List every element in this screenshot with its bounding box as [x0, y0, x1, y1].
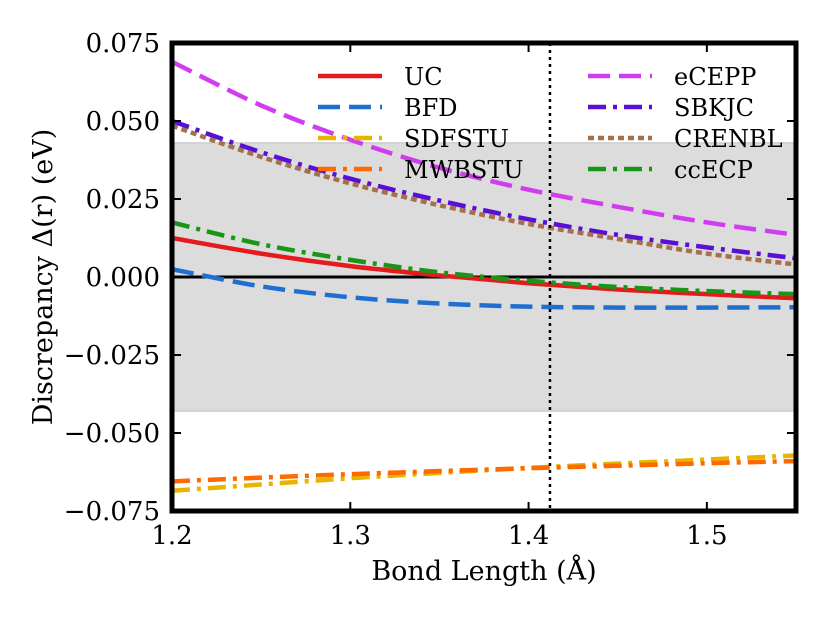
x-tick-label: 1.5	[686, 521, 727, 551]
legend-item: MWBSTU	[318, 156, 524, 184]
x-tick-label: 1.4	[508, 521, 549, 551]
y-tick-label: −0.025	[64, 341, 160, 371]
legend-label: eCEPP	[674, 63, 756, 91]
legend-label: BFD	[404, 94, 458, 122]
legend-item: ccECP	[588, 156, 753, 184]
legend-item: UC	[318, 63, 443, 91]
legend-item: BFD	[318, 94, 458, 122]
y-tick-label: 0.050	[86, 107, 160, 137]
series-line-ecepp	[172, 59, 796, 238]
series-line-uc	[172, 235, 796, 301]
y-tick-label: 0.000	[86, 263, 160, 293]
legend-label: SBKJC	[674, 94, 754, 122]
legend-item: eCEPP	[588, 63, 756, 91]
series-line-mwbstu	[172, 458, 796, 484]
legend-item: SBKJC	[588, 94, 754, 122]
legend-label: UC	[404, 63, 443, 91]
series-line-sdfstu	[172, 453, 796, 493]
y-tick-label: 0.075	[86, 29, 160, 59]
y-axis-label: Discrepancy Δ(r) (eV)	[28, 129, 59, 425]
x-axis-label: Bond Length (Å)	[371, 554, 596, 587]
y-tick-label: −0.075	[64, 497, 160, 527]
y-tick-label: −0.050	[64, 419, 160, 449]
legend-label: MWBSTU	[404, 156, 524, 184]
x-tick-label: 1.2	[151, 521, 192, 551]
series-line-ccecp	[172, 220, 796, 297]
series-line-sbkjc	[172, 118, 796, 261]
series-line-crenbl	[172, 123, 796, 267]
y-tick-label: 0.025	[86, 185, 160, 215]
legend-label: CRENBL	[674, 125, 783, 153]
legend-item: CRENBL	[588, 125, 783, 153]
legend-item: SDFSTU	[318, 125, 509, 153]
x-tick-label: 1.3	[330, 521, 371, 551]
series-line-bfd	[172, 266, 796, 310]
legend-label: SDFSTU	[404, 125, 509, 153]
legend-label: ccECP	[674, 156, 753, 184]
